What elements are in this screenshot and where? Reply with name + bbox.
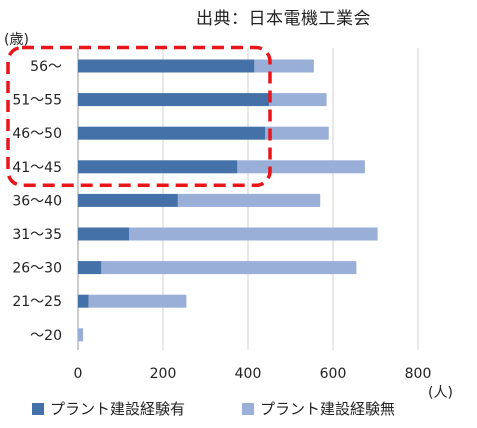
x-tick-label-3: 600 bbox=[320, 366, 347, 382]
bar-inexperienced-1 bbox=[269, 93, 327, 107]
bar-inexperienced-2 bbox=[265, 126, 329, 140]
y-tick-label-8: 〜20 bbox=[30, 328, 62, 344]
bar-inexperienced-0 bbox=[254, 59, 314, 73]
bar-experienced-2 bbox=[78, 126, 265, 140]
bar-inexperienced-7 bbox=[88, 294, 187, 308]
bar-experienced-3 bbox=[78, 160, 238, 174]
bar-experienced-7 bbox=[78, 294, 89, 308]
bar-inexperienced-8 bbox=[78, 328, 84, 342]
bar-inexperienced-5 bbox=[129, 227, 378, 241]
bar-inexperienced-3 bbox=[237, 160, 365, 174]
y-tick-label-3: 41〜45 bbox=[12, 160, 62, 176]
x-tick-label-1: 200 bbox=[150, 366, 177, 382]
legend-item-experienced: プラント建設経験有 bbox=[32, 398, 185, 419]
legend-swatch-inexperienced bbox=[242, 402, 254, 415]
y-unit-label: (歳) bbox=[4, 32, 29, 48]
bar-inexperienced-6 bbox=[101, 261, 357, 275]
y-tick-label-1: 51〜55 bbox=[12, 93, 62, 109]
y-tick-label-7: 21〜25 bbox=[12, 294, 62, 310]
legend-item-inexperienced: プラント建設経験無 bbox=[242, 398, 395, 419]
legend-label-inexperienced: プラント建設経験無 bbox=[260, 400, 396, 418]
bar-experienced-5 bbox=[78, 227, 129, 241]
bar-experienced-6 bbox=[78, 261, 102, 275]
bar-experienced-4 bbox=[78, 193, 178, 207]
y-tick-label-2: 46〜50 bbox=[12, 126, 62, 142]
y-tick-label-5: 31〜35 bbox=[12, 227, 62, 243]
legend-label-experienced: プラント建設経験有 bbox=[50, 400, 186, 418]
y-tick-label-0: 56〜 bbox=[30, 59, 62, 75]
x-tick-label-0: 0 bbox=[74, 366, 83, 382]
bar-experienced-1 bbox=[78, 93, 270, 107]
source-label: 出典：日本電機工業会 bbox=[196, 9, 371, 29]
legend-swatch-experienced bbox=[32, 402, 44, 415]
x-tick-label-4: 800 bbox=[405, 366, 432, 382]
y-tick-label-6: 26〜30 bbox=[12, 261, 62, 277]
x-unit-label: (人) bbox=[428, 385, 453, 401]
y-tick-label-4: 36〜40 bbox=[12, 193, 62, 209]
highlight-box bbox=[6, 45, 272, 188]
bar-experienced-0 bbox=[78, 59, 255, 73]
bar-inexperienced-4 bbox=[177, 193, 321, 207]
x-tick-label-2: 400 bbox=[235, 366, 262, 382]
